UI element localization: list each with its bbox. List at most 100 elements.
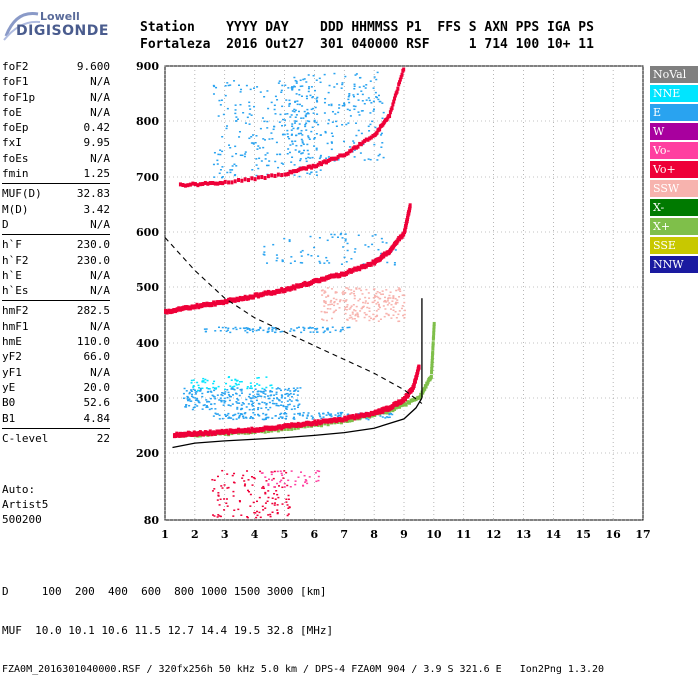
- echo-cloud-ssw: [358, 298, 361, 300]
- echo-cloud-e: [325, 256, 328, 259]
- echo-cloud-e: [376, 159, 379, 161]
- multiple-2f-mark: [349, 268, 353, 274]
- param-value: N/A: [90, 284, 110, 298]
- o-trace-mark: [197, 431, 201, 437]
- echo-cloud-e: [288, 151, 291, 154]
- echo-cloud-e: [214, 412, 217, 415]
- echo-cloud-e: [293, 174, 296, 176]
- param-row: fmin 1.25: [2, 167, 110, 182]
- echo-cloud-e: [218, 414, 221, 417]
- echo-cloud-e: [238, 136, 241, 138]
- echo-cloud-ssw: [395, 301, 398, 304]
- echo-cloud-e: [289, 390, 292, 392]
- echo-cloud-e: [372, 100, 375, 103]
- echo-cloud-vo: [285, 471, 288, 474]
- echo-cloud-e: [292, 387, 295, 390]
- echo-cloud-vo: [223, 484, 226, 486]
- echo-cloud-e: [249, 387, 252, 389]
- echo-cloud-vo: [240, 514, 243, 516]
- param-row: D N/A: [2, 218, 110, 233]
- echo-cloud-e: [359, 152, 362, 154]
- x-tick-label: 1: [161, 528, 169, 541]
- echo-cloud-e: [288, 239, 291, 241]
- echo-cloud-e: [371, 235, 374, 237]
- echo-cloud-nne: [196, 389, 199, 392]
- echo-cloud-e: [369, 112, 372, 114]
- echo-cloud-vo: [264, 492, 267, 495]
- x-trace-mark: [313, 422, 317, 427]
- echo-cloud-e: [188, 392, 191, 395]
- echo-cloud-e: [242, 417, 245, 419]
- echo-cloud-e: [338, 107, 341, 109]
- echo-cloud-e: [280, 89, 283, 92]
- auto-code: 500200: [2, 513, 42, 526]
- multiple-3f-mark: [349, 148, 353, 153]
- o-trace-mark: [301, 421, 305, 427]
- echo-cloud-e: [287, 87, 290, 89]
- echo-cloud-e: [235, 165, 238, 167]
- o-trace-mark: [343, 415, 347, 421]
- echo-cloud-e: [316, 331, 319, 333]
- echo-cloud-e: [240, 88, 243, 91]
- echo-cloud-e: [281, 416, 284, 419]
- echo-cloud-ssw: [397, 313, 400, 316]
- multiple-3f-mark: [392, 99, 396, 104]
- echo-cloud-e: [293, 405, 296, 407]
- y-tick-label: 200: [136, 447, 159, 460]
- echo-cloud-e: [337, 159, 340, 161]
- o-trace-mark: [334, 418, 338, 424]
- echo-cloud-e: [232, 394, 235, 396]
- echo-cloud-ssw: [353, 292, 356, 295]
- x-trace-mark: [418, 395, 422, 400]
- echo-cloud-ssw: [344, 308, 347, 310]
- echo-cloud-e: [220, 176, 223, 179]
- echo-cloud-e: [234, 413, 237, 416]
- echo-cloud-vo: [217, 514, 220, 516]
- echo-cloud-e: [299, 251, 302, 253]
- echo-cloud-e: [348, 101, 351, 104]
- echo-cloud-vo-minus: [267, 483, 270, 485]
- echo-cloud-e: [361, 93, 364, 96]
- echo-cloud-e: [326, 259, 329, 262]
- echo-cloud-e: [281, 417, 284, 419]
- multiple-2f-mark: [321, 276, 325, 282]
- echo-cloud-e: [348, 94, 351, 97]
- echo-cloud-e: [236, 387, 239, 389]
- o-trace-mark: [253, 428, 257, 434]
- echo-cloud-e: [323, 330, 326, 332]
- echo-cloud-e: [221, 326, 224, 329]
- o-trace-mark: [315, 420, 319, 426]
- echo-cloud-e: [262, 329, 265, 332]
- echo-cloud-e: [299, 261, 302, 264]
- echo-cloud-e: [301, 142, 304, 144]
- echo-cloud-e: [220, 399, 223, 402]
- multiple-2f-mark: [296, 283, 300, 289]
- echo-cloud-e: [307, 253, 310, 256]
- echo-cloud-e: [284, 393, 287, 396]
- echo-cloud-nne: [237, 383, 240, 386]
- echo-cloud-e: [252, 143, 255, 145]
- o-trace-mark: [275, 425, 279, 431]
- echo-cloud-e: [296, 406, 299, 409]
- echo-cloud-e: [192, 396, 195, 399]
- echo-cloud-e: [363, 102, 366, 105]
- echo-cloud-ssw: [362, 301, 365, 304]
- echo-cloud-e: [297, 133, 300, 135]
- multiple-2f-mark: [343, 271, 347, 277]
- echo-cloud-e: [321, 326, 324, 329]
- multiple-2f-mark: [250, 294, 254, 300]
- echo-cloud-e: [330, 148, 333, 151]
- x-trace-mark: [398, 404, 402, 409]
- param-value: N/A: [90, 268, 110, 282]
- echo-cloud-e: [194, 403, 197, 406]
- echo-cloud-e: [344, 240, 347, 242]
- multiple-3f-mark: [298, 167, 302, 172]
- echo-cloud-e: [310, 171, 313, 174]
- echo-cloud-vo: [267, 496, 270, 499]
- legend-item: SSE: [650, 237, 698, 254]
- echo-cloud-vo: [286, 504, 289, 506]
- echo-cloud-e: [295, 114, 298, 116]
- echo-cloud-ssw: [360, 307, 363, 310]
- echo-cloud-e: [214, 397, 217, 400]
- echo-cloud-e: [373, 143, 376, 146]
